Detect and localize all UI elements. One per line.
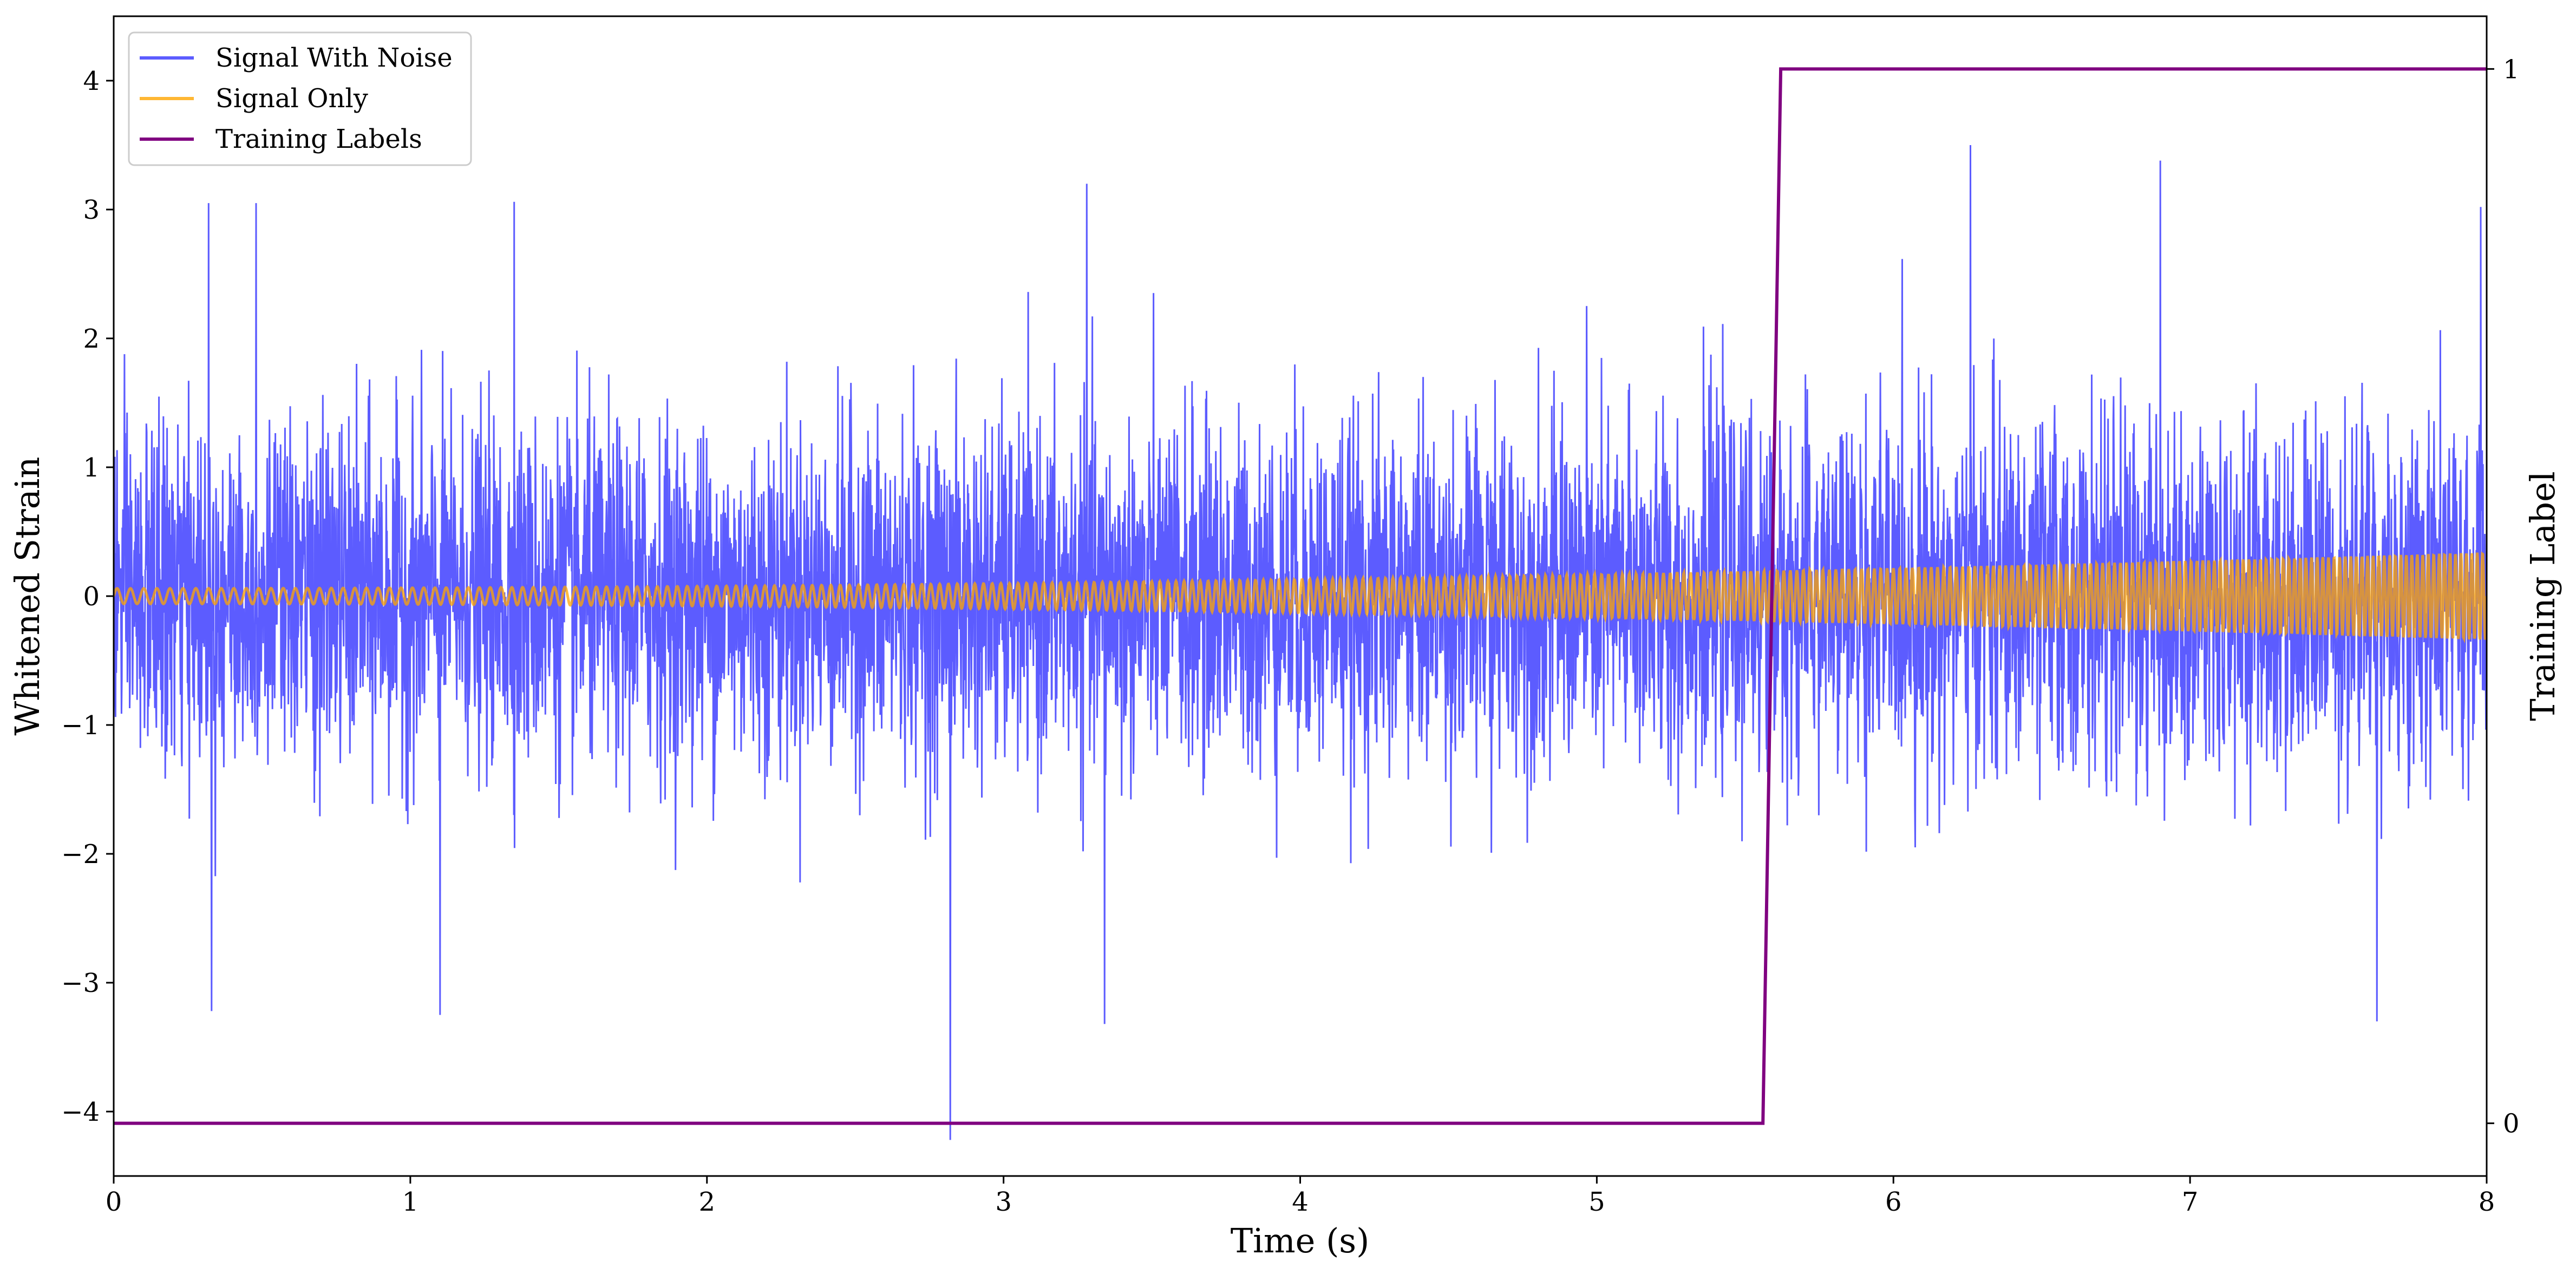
legend-label: Signal Only xyxy=(215,83,368,114)
plot-area xyxy=(114,67,2487,1140)
y-axis-right-title: Training Label xyxy=(2523,471,2562,721)
x-tick-label: 6 xyxy=(1885,1187,1902,1217)
series-training-labels xyxy=(114,67,2487,1125)
y-axis-title: Whitened Strain xyxy=(8,457,47,736)
series-signal-only xyxy=(114,551,2487,644)
y-tick-label: −4 xyxy=(61,1097,100,1127)
legend-label: Training Labels xyxy=(215,124,422,154)
y-tick-label: −1 xyxy=(61,710,100,741)
y-tick-label: −3 xyxy=(61,968,100,998)
x-tick-label: 2 xyxy=(698,1187,715,1217)
y-axis-left: −4 −3 −2 −1 0 1 2 3 4 xyxy=(61,66,114,1127)
y-axis-right: 01 xyxy=(2487,54,2520,1139)
legend-box xyxy=(128,31,472,166)
y-tick-label: 4 xyxy=(83,66,100,96)
x-tick-label: 3 xyxy=(995,1187,1012,1217)
x-tick-label: 0 xyxy=(106,1187,122,1217)
legend: Signal With Noise Signal Only Training Lab… xyxy=(128,31,472,166)
y-tick-label: 1 xyxy=(83,453,100,483)
legend-label: Signal With Noise xyxy=(215,43,453,73)
y-right-tick-label: 1 xyxy=(2503,54,2520,84)
y-tick-label: 2 xyxy=(83,324,100,354)
y-tick-label: −2 xyxy=(61,839,100,870)
series-signal-with-noise xyxy=(114,145,2487,1140)
y-right-tick-label: 0 xyxy=(2503,1109,2520,1139)
x-tick-label: 7 xyxy=(2182,1187,2199,1217)
x-axis-title: Time (s) xyxy=(1231,1221,1370,1260)
x-tick-label: 5 xyxy=(1588,1187,1605,1217)
x-tick-label: 1 xyxy=(402,1187,419,1217)
y-tick-label: 0 xyxy=(83,582,100,612)
x-tick-label: 4 xyxy=(1292,1187,1309,1217)
x-axis: 0 1 2 3 4 5 6 7 8 xyxy=(106,1176,2495,1217)
y-tick-label: 3 xyxy=(83,195,100,225)
x-tick-label: 8 xyxy=(2479,1187,2495,1217)
